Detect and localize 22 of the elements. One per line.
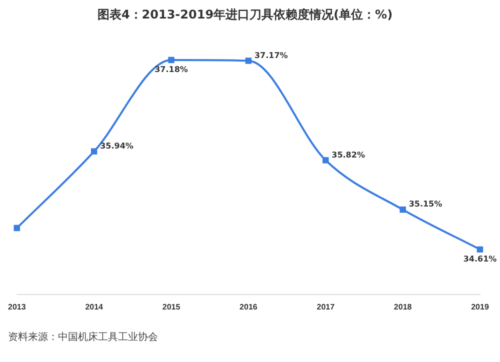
data-label: 37.18% xyxy=(154,65,188,74)
point xyxy=(245,58,252,64)
chart-title: 图表4：2013-2019年进口刀具依赖度情况(单位：%) xyxy=(97,7,393,22)
x-tick-label: 2013 xyxy=(8,302,26,312)
x-tick-label: 2016 xyxy=(240,302,258,312)
data-label: 35.94% xyxy=(100,141,134,150)
x-tick-label: 2014 xyxy=(85,302,104,312)
point xyxy=(476,246,484,253)
point xyxy=(322,157,329,164)
data-label: 35.82% xyxy=(332,150,365,160)
point xyxy=(168,56,174,64)
x-tick-label: 2018 xyxy=(394,302,412,312)
text: 资料来源：中国机床工具工业协会 xyxy=(8,330,158,344)
data-label: 37.17% xyxy=(254,50,288,60)
data-label: 34.61% xyxy=(463,254,497,264)
point xyxy=(400,206,406,213)
point xyxy=(90,148,98,155)
x-tick-label: 2019 xyxy=(471,302,490,312)
point xyxy=(14,224,20,232)
data-label: 35.15% xyxy=(408,200,442,209)
x-tick-label: 2015 xyxy=(162,302,181,312)
x-tick-label: 2017 xyxy=(316,302,336,312)
